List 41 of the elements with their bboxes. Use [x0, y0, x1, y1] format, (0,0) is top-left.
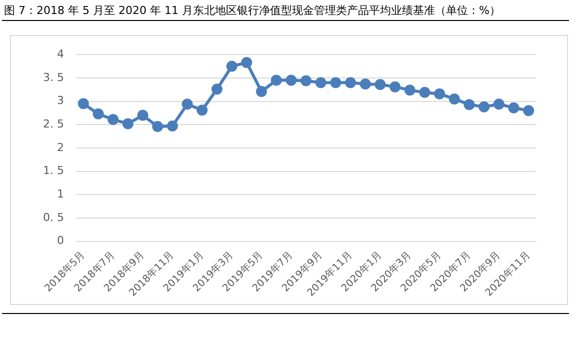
- point: [196, 104, 208, 116]
- y-tick-label: 1: [56, 188, 64, 201]
- point: [448, 93, 460, 104]
- point: [300, 75, 312, 86]
- point: [508, 102, 520, 114]
- point: [78, 98, 89, 110]
- y-tick-label: 0: [56, 234, 64, 248]
- point: [404, 84, 416, 96]
- point: [137, 110, 148, 121]
- y-tick-label: 2. 5: [42, 118, 64, 130]
- y-tick-label: 1. 5: [42, 164, 64, 178]
- point: [270, 74, 282, 86]
- point: [523, 105, 534, 116]
- point: [330, 77, 342, 88]
- point: [434, 88, 446, 100]
- point: [360, 78, 371, 90]
- point: [419, 86, 430, 98]
- y-tick-label: 4: [56, 47, 64, 60]
- point: [122, 118, 134, 130]
- y-tick-label: 3: [56, 94, 64, 108]
- point: [166, 120, 178, 132]
- point: [345, 77, 356, 88]
- point: [152, 121, 164, 132]
- point: [493, 98, 504, 110]
- chart-title: 图 7：2018 年 5 月至 2020 年 11 月东北地区银行净值型现金管理类产品平均业绩基准（单位：%）: [4, 3, 502, 18]
- point: [256, 86, 267, 97]
- point: [374, 78, 386, 90]
- point: [315, 77, 326, 88]
- point: [211, 84, 222, 95]
- y-tick-label: 3. 5: [42, 70, 64, 84]
- point: [286, 74, 297, 86]
- point: [464, 99, 475, 110]
- point: [182, 98, 193, 110]
- point: [390, 81, 401, 92]
- y-tick-label: 0. 5: [42, 210, 64, 224]
- point: [92, 108, 104, 120]
- y-tick-label: 2: [56, 140, 64, 154]
- point: [108, 114, 119, 126]
- point: [226, 60, 238, 72]
- point: [241, 57, 252, 68]
- point: [478, 101, 490, 112]
